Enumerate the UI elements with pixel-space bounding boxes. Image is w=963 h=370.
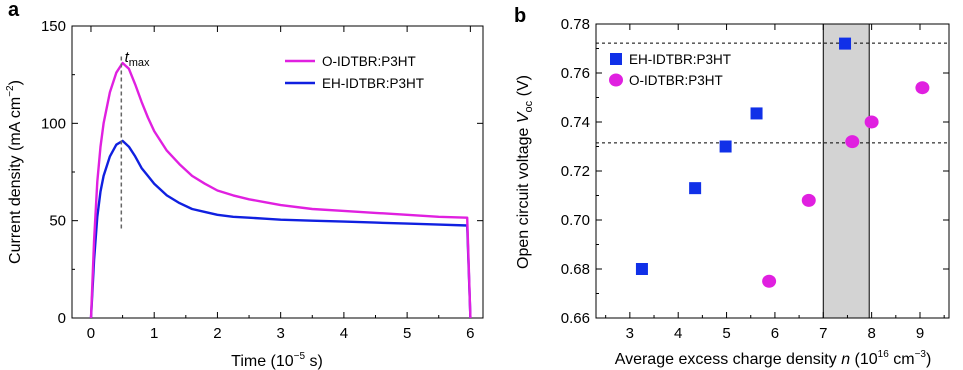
data-point-circle	[801, 193, 816, 207]
shaded-band	[822, 23, 870, 319]
data-point-square	[719, 140, 732, 153]
data-point-circle	[762, 274, 777, 288]
panel-b-legend: EH-IDTBR:P3HT O-IDTBR:P3HT	[609, 52, 731, 88]
y-tick-label: 0.66	[561, 310, 590, 327]
legend-label: EH-IDTBR:P3HT	[322, 76, 424, 91]
data-point-circle	[845, 135, 860, 149]
y-tick-label: 100	[41, 115, 66, 132]
panel-a-ylabel: Current density (mA cm−2)	[5, 80, 24, 264]
x-tick-label: 5	[403, 325, 411, 342]
x-tick-label: 3	[626, 325, 634, 342]
y-tick-label: 150	[41, 18, 66, 35]
x-tick-label: 2	[213, 325, 221, 342]
y-tick-label: 0.70	[561, 212, 590, 229]
panel-a: a 0 1 2 3 4 5 6 0 50 100 150 tmax O-IDTBR:P3HT EH-I…	[5, 0, 484, 370]
x-tick-label: 8	[867, 325, 875, 342]
panel-b-xlabel: Average excess charge density n (1016 cm…	[615, 349, 932, 368]
x-tick-label: 4	[674, 325, 682, 342]
x-tick-label: 0	[87, 325, 95, 342]
data-point-square	[839, 37, 852, 50]
panel-b-shaded-region	[822, 23, 870, 319]
x-tick-label: 6	[771, 325, 779, 342]
legend-label: EH-IDTBR:P3HT	[629, 52, 731, 67]
x-tick-label: 4	[340, 325, 348, 342]
legend-marker-square	[610, 53, 622, 65]
y-tick-label: 0.78	[561, 16, 590, 33]
y-tick-label: 0.68	[561, 261, 590, 278]
panel-b-ylabel: Open circuit voltage Voc (V)	[515, 75, 535, 269]
x-tick-label: 1	[150, 325, 158, 342]
panel-b-frame	[595, 23, 950, 319]
panel-b-series	[635, 37, 930, 288]
y-tick-label: 0.74	[561, 114, 590, 131]
panel-a-ticks: 0 1 2 3 4 5 6 0 50 100 150	[41, 18, 483, 342]
panel-b-reference-lines	[596, 42, 949, 144]
tmax-label: tmax	[125, 49, 150, 69]
data-point-circle	[915, 81, 930, 95]
panel-b-letter: b	[514, 5, 526, 27]
x-tick-label: 3	[276, 325, 284, 342]
panel-a-frame	[71, 25, 484, 319]
data-point-circle	[864, 115, 879, 129]
series-line-eh-idtbr-p3ht	[89, 139, 472, 318]
series-line-o-idtbr-p3ht	[89, 61, 472, 318]
panel-a-xlabel: Time (10−5 s)	[231, 351, 323, 370]
y-tick-label: 0.72	[561, 163, 590, 180]
panel-a-series	[89, 61, 472, 318]
data-point-square	[689, 182, 702, 195]
data-point-square	[750, 107, 763, 120]
panel-b: b 3 4 5 6 7 8 9 0.66 0.68 0.70 0.72 0.74 0.76 0.78 EH…	[514, 5, 950, 368]
x-tick-label: 7	[819, 325, 827, 342]
legend-marker-circle	[609, 73, 623, 87]
tmax-annotation: tmax	[120, 49, 150, 229]
x-tick-label: 6	[466, 325, 474, 342]
y-tick-label: 50	[49, 213, 66, 230]
legend-label: O-IDTBR:P3HT	[629, 73, 723, 88]
panel-a-legend: O-IDTBR:P3HT EH-IDTBR:P3HT	[285, 54, 424, 91]
legend-label: O-IDTBR:P3HT	[322, 54, 416, 69]
y-tick-label: 0	[58, 310, 66, 327]
y-tick-label: 0.76	[561, 65, 590, 82]
x-tick-label: 5	[722, 325, 730, 342]
x-tick-label: 9	[916, 325, 924, 342]
data-point-square	[635, 263, 648, 275]
panel-a-letter: a	[8, 0, 20, 21]
panel-b-ticks: 3 4 5 6 7 8 9 0.66 0.68 0.70 0.72 0.74 0.76 0.78	[561, 16, 949, 342]
